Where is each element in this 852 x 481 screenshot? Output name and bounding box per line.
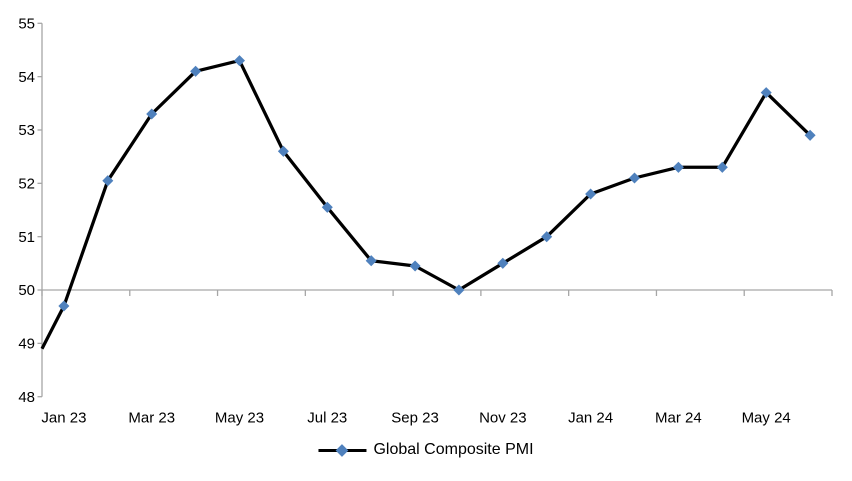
data-point-marker (760, 87, 772, 99)
x-axis-label: Mar 23 (128, 410, 175, 427)
x-axis-label: May 23 (215, 410, 264, 427)
legend-diamond-icon (335, 443, 349, 457)
y-axis-label: 52 (18, 176, 35, 193)
series-line (40, 58, 812, 350)
x-axis-label: Mar 24 (655, 410, 702, 427)
x-axis-label: Jul 23 (307, 410, 347, 427)
data-point-marker (585, 188, 597, 200)
legend-line-diamond-icon (318, 443, 367, 457)
x-axis-label: May 24 (742, 410, 791, 427)
y-axis-label: 55 (18, 16, 35, 33)
data-point-marker (804, 129, 816, 141)
legend-label: Global Composite PMI (373, 441, 534, 458)
x-axis-label: Nov 23 (479, 410, 527, 427)
y-axis-label: 54 (18, 69, 35, 86)
y-axis-label: 51 (18, 229, 35, 246)
x-axis-label: Jan 24 (568, 410, 613, 427)
y-axis-label: 48 (18, 389, 35, 406)
data-point-marker (541, 231, 553, 243)
y-axis-label: 50 (18, 282, 35, 299)
x-axis-label: Jan 23 (41, 410, 86, 427)
y-axis-label: 53 (18, 122, 35, 139)
chart-legend: Global Composite PMI (318, 441, 534, 459)
data-point-marker (58, 300, 70, 312)
y-axis-label: 49 (18, 336, 35, 353)
data-point-marker (628, 172, 641, 184)
x-axis-label: Sep 23 (391, 410, 439, 427)
data-point-marker (672, 161, 684, 173)
data-point-marker (716, 161, 728, 173)
data-point-marker (233, 55, 246, 67)
